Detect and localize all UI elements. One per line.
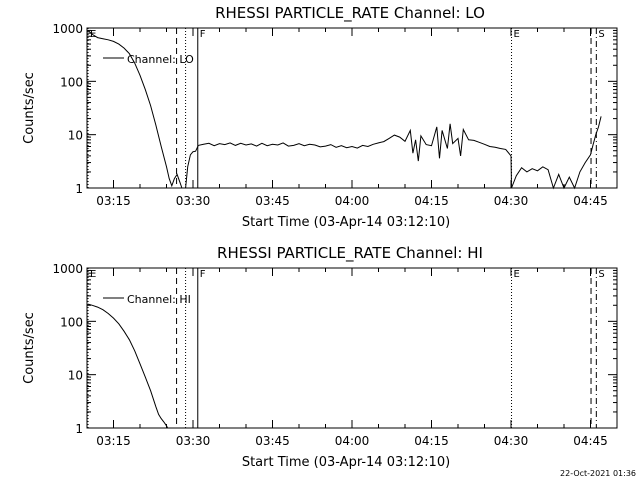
x-tick-label: 04:45 (573, 194, 608, 208)
x-axis-label: Start Time (03-Apr-14 03:12:10) (242, 455, 450, 470)
chart-panel-hi: RHESSI PARTICLE_RATE Channel: HI Counts/… (22, 244, 618, 470)
y-tick-label: 100 (60, 315, 83, 329)
x-tick-label: 04:00 (335, 434, 370, 448)
marker-label: E (514, 29, 520, 40)
series-line (87, 303, 169, 429)
x-tick-label: 04:30 (494, 434, 529, 448)
x-tick-label: 03:45 (255, 434, 290, 448)
y-tick-label: 1000 (52, 262, 83, 276)
series-line (511, 116, 602, 190)
x-tick-label: 03:15 (96, 194, 131, 208)
y-tick-label: 1 (75, 422, 83, 436)
y-axis-label: Counts/sec (22, 312, 37, 384)
chart-title: RHESSI PARTICLE_RATE Channel: HI (217, 244, 483, 263)
series-line (87, 30, 183, 189)
x-tick-label: 03:30 (176, 194, 211, 208)
marker-label: E (514, 269, 520, 280)
chart-panel-lo: RHESSI PARTICLE_RATE Channel: LO Counts/… (22, 4, 618, 230)
x-tick-label: 04:15 (414, 194, 449, 208)
marker-label: S (598, 269, 604, 280)
plot-frame (86, 267, 618, 429)
legend-label: Channel: LO (127, 53, 194, 66)
x-tick-label: 03:15 (96, 434, 131, 448)
y-tick-label: 1000 (52, 22, 83, 36)
marker-label: F (200, 269, 206, 280)
marker-label: E (90, 269, 96, 280)
marker-label: F (200, 29, 206, 40)
x-tick-label: 04:45 (573, 434, 608, 448)
marker-label: S (598, 29, 604, 40)
y-tick-label: 100 (60, 75, 83, 89)
x-tick-label: 03:30 (176, 434, 211, 448)
legend-label: Channel: HI (127, 293, 191, 306)
y-axis-label: Counts/sec (22, 72, 37, 144)
x-tick-label: 04:00 (335, 194, 370, 208)
y-tick-label: 10 (68, 369, 83, 383)
plot-frame (86, 27, 618, 189)
footer-timestamp: 22-Oct-2021 01:36 (560, 469, 636, 478)
x-tick-label: 03:45 (255, 194, 290, 208)
y-tick-label: 1 (75, 182, 83, 196)
chart-title: RHESSI PARTICLE_RATE Channel: LO (215, 4, 485, 23)
series-line (185, 123, 512, 189)
y-tick-label: 10 (68, 129, 83, 143)
x-axis-label: Start Time (03-Apr-14 03:12:10) (242, 215, 450, 230)
x-tick-label: 04:30 (494, 194, 529, 208)
x-tick-label: 04:15 (414, 434, 449, 448)
